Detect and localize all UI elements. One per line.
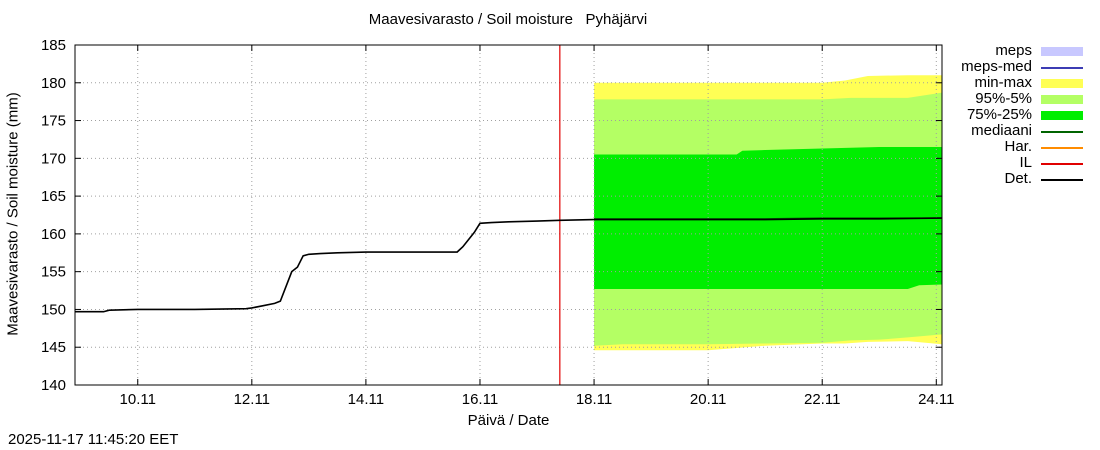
legend-item: Har. xyxy=(950,139,1095,155)
legend-swatch xyxy=(1041,163,1083,165)
axes-layer: 140 145 150 155 160 165 170 175 180 185 10.11 12.11… xyxy=(41,37,955,408)
y-axis-label: Maavesivarasto / Soil moisture (mm) xyxy=(4,92,22,336)
bands-layer xyxy=(594,75,942,351)
y-tick-label: 160 xyxy=(41,226,66,243)
legend-item: mediaani xyxy=(950,123,1095,139)
legend-swatch xyxy=(1041,131,1083,133)
legend-item: IL xyxy=(950,155,1095,171)
x-tick-label: 24.11 xyxy=(918,391,954,408)
x-tick-label: 10.11 xyxy=(120,391,156,408)
y-tick-label: 185 xyxy=(41,37,66,54)
y-tick-label: 165 xyxy=(41,188,66,205)
legend-label: 75%-25% xyxy=(966,106,1032,123)
x-tick-label: 18.11 xyxy=(576,391,612,408)
lines-layer xyxy=(75,45,943,385)
legend-swatch xyxy=(1041,67,1083,69)
legend-label: min-max xyxy=(974,74,1032,91)
legend-label: 95%-5% xyxy=(975,90,1032,107)
x-tick-label: 20.11 xyxy=(690,391,726,408)
legend-label: mediaani xyxy=(971,122,1032,139)
legend-label: meps-med xyxy=(961,58,1032,75)
x-axis-label: Päivä / Date xyxy=(467,412,550,429)
timestamp: 2025-11-17 11:45:20 EET xyxy=(8,431,179,448)
y-tick-label: 180 xyxy=(41,75,66,92)
legend-label: meps xyxy=(995,42,1032,59)
chart-title: Maavesivarasto / Soil moisture Pyhäjärvi xyxy=(368,11,648,28)
legend-item: Det. xyxy=(950,171,1095,187)
legend-item: 75%-25% xyxy=(950,107,1095,123)
series-det xyxy=(75,217,943,313)
y-tick-label: 150 xyxy=(41,301,66,318)
legend-item: min-max xyxy=(950,75,1095,91)
legend-swatch xyxy=(1041,179,1083,181)
y-tick-label: 175 xyxy=(41,113,66,130)
y-tick-label: 140 xyxy=(41,377,66,394)
band-75-25- xyxy=(594,147,942,290)
legend-item: 95%-5% xyxy=(950,91,1095,107)
legend: meps meps-med min-max 95%-5% 75%-25% mediaani… xyxy=(950,43,1095,187)
x-tick-label: 16.11 xyxy=(462,391,498,408)
y-tick-label: 155 xyxy=(41,264,66,281)
legend-swatch xyxy=(1041,47,1083,56)
legend-label: Har. xyxy=(1004,138,1032,155)
x-tick-label: 14.11 xyxy=(348,391,384,408)
y-tick-label: 170 xyxy=(41,150,66,167)
legend-swatch xyxy=(1041,79,1083,88)
legend-item: meps-med xyxy=(950,59,1095,75)
x-tick-label: 12.11 xyxy=(234,391,270,408)
legend-swatch xyxy=(1041,147,1083,149)
legend-swatch xyxy=(1041,95,1083,104)
legend-swatch xyxy=(1041,111,1083,120)
y-tick-label: 145 xyxy=(41,339,66,356)
x-tick-label: 22.11 xyxy=(804,391,840,408)
legend-label: IL xyxy=(1019,154,1032,171)
legend-label: Det. xyxy=(1004,170,1032,187)
plot-frame xyxy=(74,44,943,386)
legend-item: meps xyxy=(950,43,1095,59)
